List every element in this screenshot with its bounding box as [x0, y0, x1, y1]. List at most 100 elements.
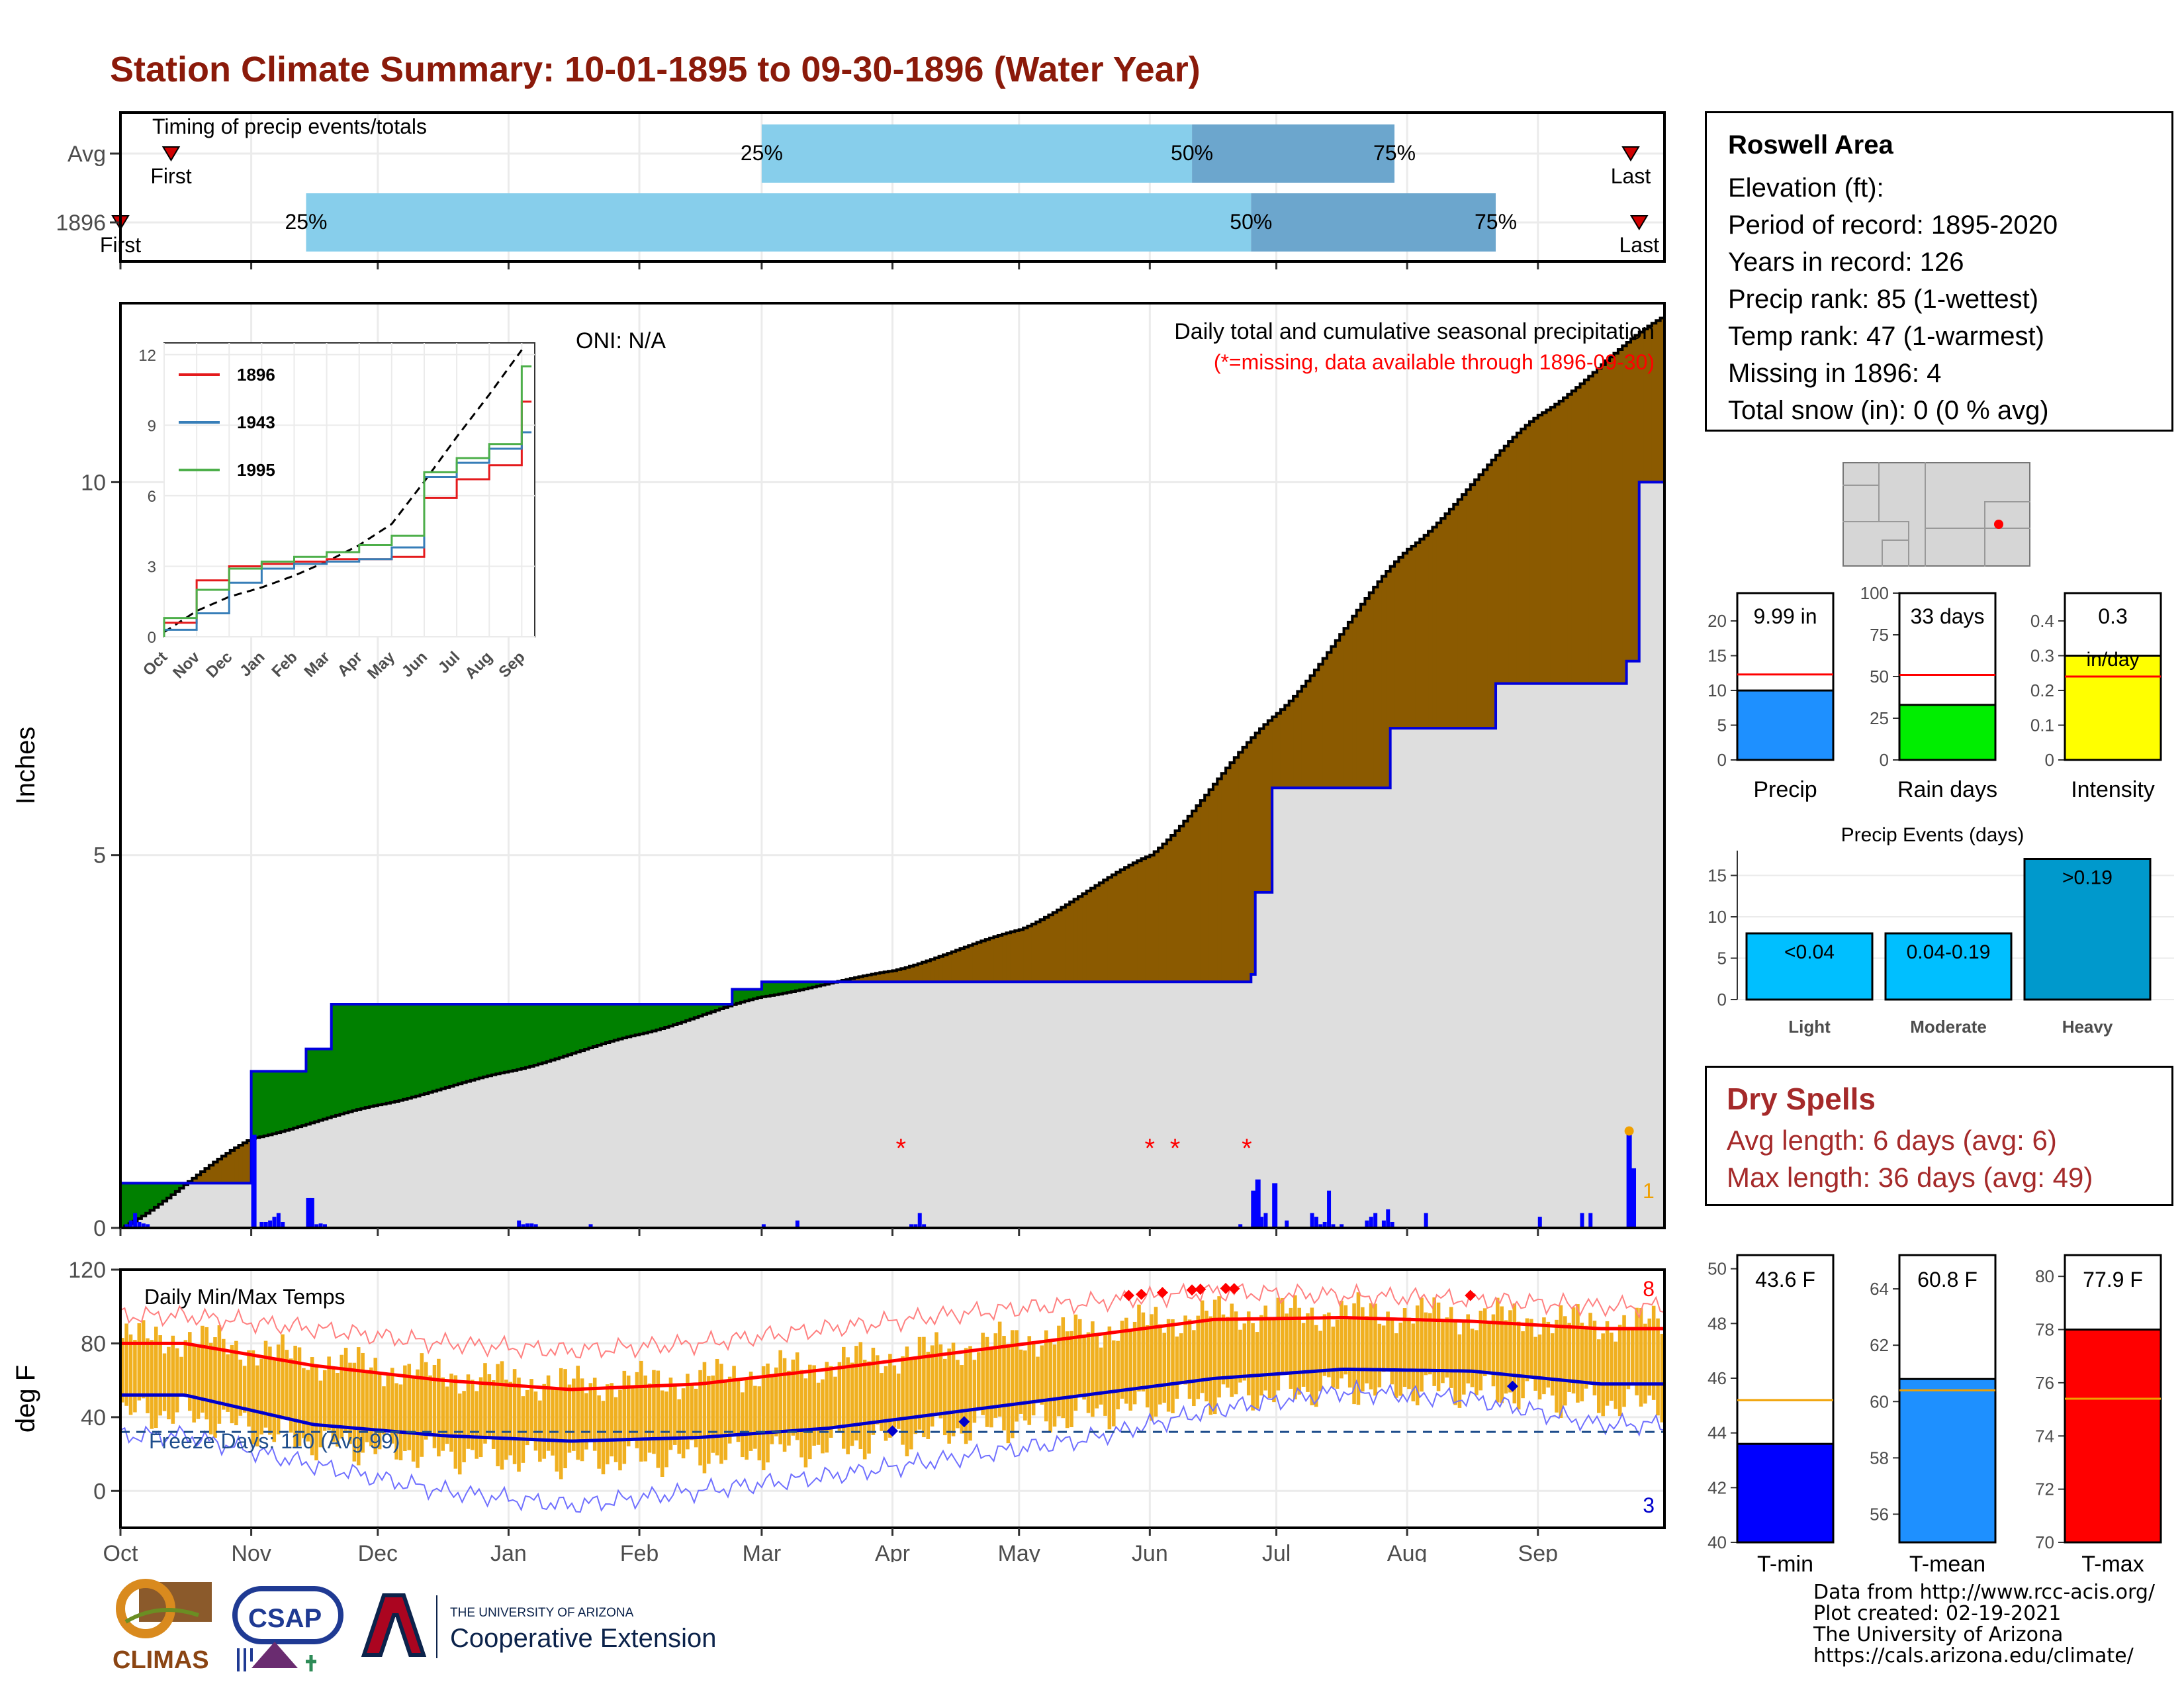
precip-daily-bar-minor [1285, 1220, 1289, 1228]
temp-daily-bar [201, 1325, 205, 1413]
precip-deficit-area [1306, 680, 1311, 788]
temp-daily-bar [1441, 1321, 1445, 1383]
precip-daily-bar-minor [1390, 1221, 1394, 1228]
precip-deficit-area [1166, 839, 1171, 982]
precip-surplus-area [686, 1004, 691, 1021]
temp-daily-bar [1512, 1303, 1517, 1404]
temp-daily-bar [1424, 1312, 1428, 1376]
timing-first-marker [161, 146, 181, 162]
temp-daily-bar [1601, 1333, 1605, 1417]
temp-daily-bar [1276, 1297, 1281, 1391]
temp-daily-bar [1162, 1333, 1167, 1403]
precip-deficit-area [1002, 934, 1007, 982]
temp-month-label: Dec [358, 1541, 398, 1562]
timing-q75-label: 75% [1373, 141, 1416, 165]
temp-daily-bar [162, 1353, 167, 1411]
station-line: Elevation (ft): [1728, 173, 1884, 203]
events-category-label: Heavy [2062, 1017, 2113, 1037]
precip-surplus-area [606, 1004, 611, 1043]
precip-deficit-area [1576, 387, 1581, 684]
precip-deficit-area [1116, 872, 1121, 982]
events-bar [1745, 932, 1874, 1001]
inset-series-line [163, 431, 532, 637]
ua-logo-top-text: THE UNIVERSITY OF ARIZONA [450, 1606, 634, 1620]
precip-surplus-area [251, 1071, 256, 1139]
precip-surplus-area [487, 1004, 492, 1076]
temp-daily-bar [158, 1335, 162, 1416]
temp-daily-bar [1542, 1317, 1546, 1395]
tbar-value-label: 43.6 F [1755, 1268, 1815, 1291]
temp-daily-bar [1061, 1317, 1066, 1419]
precip-ytick-label: 5 [93, 843, 106, 868]
inset-ytick-label: 6 [148, 488, 156, 506]
precip-deficit-area [1192, 811, 1197, 982]
temp-daily-bar [551, 1388, 555, 1456]
map-region-outline [1882, 501, 2030, 567]
precip-deficit-area [1289, 700, 1294, 788]
precip-deficit-area [1424, 535, 1429, 729]
precip-note1: Daily total and cumulative seasonal prec… [1174, 319, 1655, 344]
precip-deficit-area [1377, 581, 1383, 788]
temp-daily-bar [1318, 1331, 1322, 1391]
temp-daily-bar [727, 1376, 732, 1444]
precip-deficit-area [1390, 566, 1395, 729]
precip-surplus-area [327, 1049, 332, 1118]
precip-deficit-area [1504, 445, 1509, 684]
precip-surplus-area [390, 1004, 395, 1103]
temp-daily-bar [854, 1346, 858, 1441]
summary-ytick-label: 20 [1707, 611, 1727, 631]
temp-daily-bar [837, 1362, 842, 1433]
events-category-label: Moderate [1910, 1017, 1987, 1037]
tbar-ytick-label: 80 [2035, 1266, 2054, 1286]
precip-deficit-area [1660, 318, 1665, 483]
temp-daily-bar [462, 1391, 466, 1463]
precip-deficit-area [1592, 372, 1598, 684]
precip-deficit-area [905, 967, 910, 982]
summary-ytick-label: 0 [1717, 750, 1727, 770]
precip-daily-bar [1631, 1168, 1637, 1228]
precip-daily-bar [251, 1135, 257, 1228]
precip-deficit-area [1107, 877, 1113, 982]
precip-deficit-area [1369, 592, 1374, 788]
precip-deficit-area [1091, 888, 1096, 982]
temp-daily-bar [757, 1386, 762, 1461]
precip-surplus-area [336, 1004, 341, 1115]
tbar-ytick-label: 78 [2035, 1320, 2054, 1340]
temp-daily-bar [884, 1366, 888, 1441]
temp-daily-bar [913, 1356, 917, 1434]
precip-deficit-area [1386, 571, 1391, 788]
precip-surplus-area [441, 1004, 446, 1089]
precip-surplus-area [302, 1071, 307, 1126]
precip-deficit-area [1200, 800, 1205, 982]
temp-daily-bar [1208, 1316, 1213, 1415]
temp-daily-bar [821, 1379, 825, 1454]
precip-deficit-area [901, 968, 906, 982]
temp-daily-bar [348, 1362, 352, 1444]
precip-surplus-area [457, 1004, 463, 1084]
temp-daily-bar [466, 1374, 471, 1449]
temp-daily-bar [1031, 1342, 1036, 1416]
precip-deficit-area [1470, 485, 1475, 729]
precip-deficit-area [892, 970, 897, 982]
precip-deficit-area [1347, 622, 1353, 788]
precip-surplus-area [690, 1004, 695, 1019]
avg-min-line [120, 1367, 1664, 1443]
temp-daily-bar [698, 1370, 702, 1466]
temp-daily-bar [1656, 1318, 1660, 1416]
temp-daily-bar [403, 1365, 407, 1452]
precip-daily-bar-minor [318, 1223, 323, 1228]
temp-month-label: Feb [620, 1541, 659, 1562]
precip-deficit-area [1356, 610, 1361, 788]
temp-ytick-label: 120 [68, 1258, 106, 1283]
precip-deficit-area [981, 941, 986, 982]
precip-daily-bar-minor [1314, 1217, 1318, 1228]
temp-daily-bar [1095, 1335, 1099, 1409]
precip-surplus-area [580, 1004, 585, 1051]
temp-daily-bar [741, 1392, 745, 1458]
precip-deficit-area [1453, 504, 1459, 729]
precip-daily-bar-minor [517, 1220, 522, 1228]
events-ytick-label: 15 [1707, 866, 1727, 886]
temp-daily-bar [1343, 1305, 1348, 1375]
inset-ytick-label: 3 [148, 558, 156, 576]
precip-surplus-area [698, 1004, 704, 1017]
